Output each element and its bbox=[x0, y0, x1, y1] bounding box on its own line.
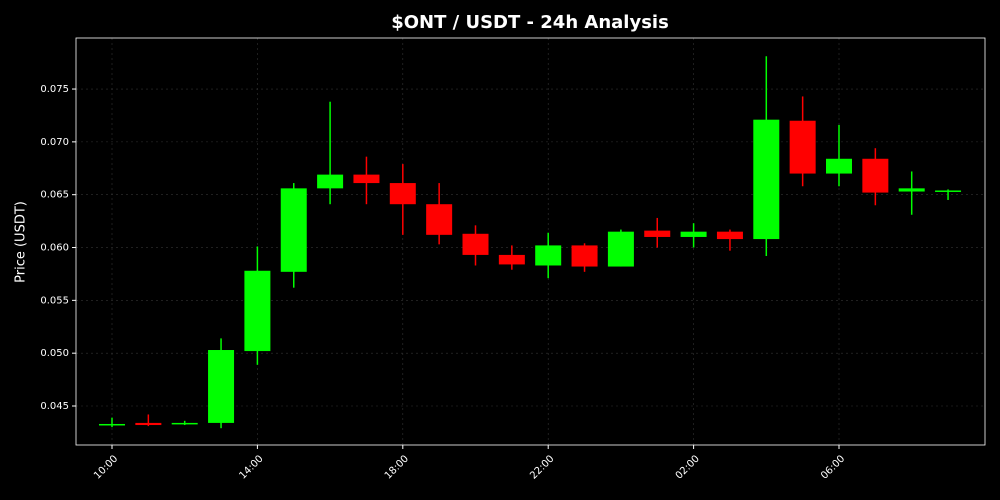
y-tick-label: 0.075 bbox=[40, 84, 69, 95]
candle-body bbox=[389, 183, 416, 205]
candle-body bbox=[208, 350, 235, 423]
plot-frame bbox=[75, 37, 986, 446]
candle-body bbox=[826, 158, 852, 174]
candle-body bbox=[353, 174, 380, 184]
y-tick-label: 0.055 bbox=[40, 295, 69, 306]
candle-body bbox=[317, 174, 344, 189]
candle-body bbox=[753, 119, 780, 240]
candle-body bbox=[426, 204, 453, 235]
candle-body bbox=[607, 231, 634, 267]
candle-body bbox=[862, 158, 889, 193]
candle-body bbox=[171, 422, 198, 425]
y-tick-label: 0.065 bbox=[40, 190, 69, 201]
candle-body bbox=[680, 231, 707, 237]
y-tick-label: 0.070 bbox=[40, 137, 69, 148]
candle-body bbox=[898, 188, 925, 192]
y-tick-label: 0.050 bbox=[40, 348, 69, 359]
candle-body bbox=[280, 188, 307, 272]
candle-body bbox=[535, 245, 562, 266]
candle-body bbox=[644, 230, 671, 237]
chart-title: $ONT / USDT - 24h Analysis bbox=[391, 12, 669, 33]
candle-body bbox=[498, 254, 525, 265]
y-axis-label: Price (USDT) bbox=[14, 201, 29, 283]
candle-body bbox=[571, 245, 598, 267]
candle-body bbox=[935, 190, 962, 192]
y-tick-label: 0.045 bbox=[40, 401, 69, 412]
candle-body bbox=[716, 231, 743, 240]
candle-body bbox=[244, 270, 271, 352]
candle-body bbox=[462, 233, 489, 255]
candle-body bbox=[789, 120, 816, 174]
candle-body bbox=[135, 422, 162, 426]
candle-body bbox=[99, 423, 125, 426]
y-tick-label: 0.060 bbox=[40, 243, 69, 254]
